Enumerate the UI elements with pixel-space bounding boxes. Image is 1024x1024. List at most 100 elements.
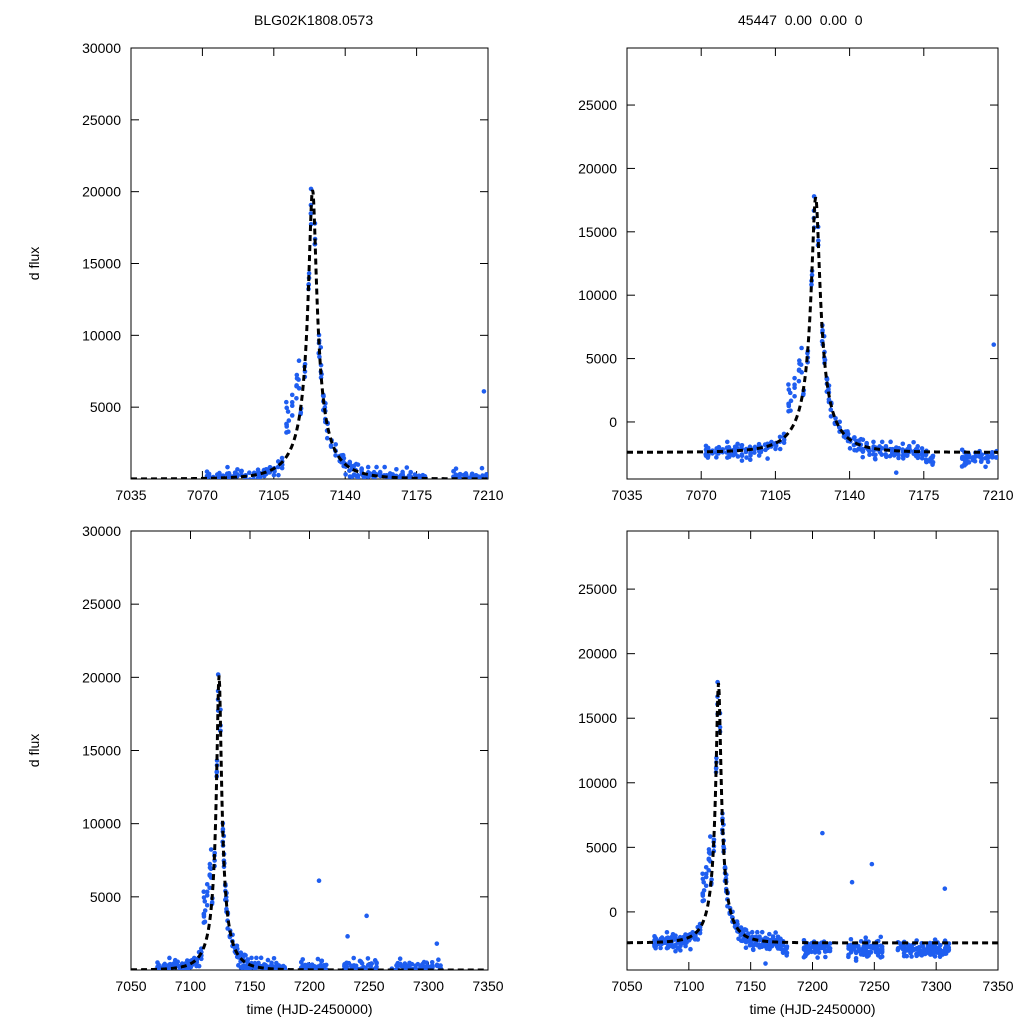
data-point [688, 946, 693, 952]
data-point [906, 445, 912, 451]
data-point [361, 971, 366, 976]
data-point [781, 440, 787, 446]
x-tick-label: 7070 [187, 487, 218, 503]
data-point [792, 393, 797, 399]
data-point [358, 971, 363, 976]
data-point [429, 960, 435, 965]
x-tick-label: 7035 [611, 487, 642, 503]
data-point [235, 467, 240, 472]
data-point [739, 458, 745, 463]
data-point [423, 973, 428, 978]
data-point [343, 472, 348, 477]
data-point [281, 972, 286, 977]
data-point [871, 439, 876, 445]
data-point [286, 429, 291, 434]
data-point [319, 958, 325, 964]
data-point [156, 969, 159, 970]
data-point [798, 362, 804, 367]
data-point [788, 408, 793, 413]
data-point [916, 945, 922, 950]
x-tick-label: 7150 [234, 978, 265, 994]
data-point [777, 446, 783, 452]
data-point [301, 970, 306, 975]
data-point [743, 927, 749, 933]
data-point [883, 452, 888, 457]
data-point [788, 398, 794, 404]
data-point [368, 479, 373, 484]
data-point [701, 898, 707, 903]
data-point [268, 971, 273, 976]
data-point [972, 454, 978, 459]
data-point [416, 973, 421, 978]
data-point [360, 971, 365, 976]
data-point [361, 972, 366, 977]
data-point [289, 399, 295, 405]
x-tick-label: 7105 [760, 487, 791, 503]
data-point [175, 959, 180, 965]
data-point [424, 960, 429, 965]
data-point [258, 972, 263, 977]
data-point [717, 724, 723, 730]
data-point [799, 370, 804, 375]
data-point [374, 479, 379, 484]
data-point [695, 937, 701, 942]
data-point [251, 476, 256, 479]
data-point [266, 972, 271, 977]
data-point [398, 480, 403, 485]
y-tick-label: 5000 [90, 399, 121, 415]
data-point [455, 481, 460, 486]
data-point [713, 766, 719, 771]
data-point [202, 899, 208, 904]
data-point [279, 970, 284, 975]
data-point [879, 954, 885, 959]
y-tick-label: 25000 [578, 581, 617, 597]
outlier-point [345, 934, 350, 939]
data-point [457, 476, 462, 479]
data-point [277, 972, 282, 977]
data-point [455, 485, 460, 490]
data-point [283, 970, 288, 975]
data-point [369, 961, 375, 966]
data-point [175, 970, 180, 975]
outlier-point [387, 472, 393, 477]
data-point [227, 482, 232, 487]
data-point [208, 866, 214, 872]
data-point [296, 386, 302, 391]
data-point [920, 449, 925, 455]
data-point [484, 472, 488, 477]
data-point [155, 972, 160, 977]
data-point [990, 455, 995, 460]
data-point [378, 482, 383, 487]
data-point [856, 943, 861, 949]
data-point [156, 974, 161, 979]
data-point [398, 970, 403, 975]
data-point [216, 473, 222, 479]
data-point [972, 458, 978, 464]
y-tick-label: 0 [609, 414, 617, 430]
data-point [361, 475, 367, 479]
data-point [323, 962, 329, 968]
data-point [767, 931, 772, 937]
y-axis-label: d flux [26, 734, 42, 767]
data-points [155, 672, 444, 980]
data-point [454, 479, 459, 484]
model-curve [627, 682, 998, 945]
data-point [289, 392, 295, 398]
data-point [867, 448, 872, 454]
data-point [252, 967, 258, 970]
data-point [239, 479, 244, 484]
data-point [452, 482, 457, 487]
data-point [455, 479, 460, 484]
data-point [735, 454, 741, 459]
data-point [457, 482, 462, 487]
data-point [822, 357, 828, 363]
data-point [777, 434, 783, 440]
data-point [787, 390, 793, 396]
data-point [349, 973, 354, 978]
data-point [289, 403, 295, 409]
data-point [367, 484, 372, 489]
data-point [413, 481, 418, 486]
data-point [398, 975, 403, 980]
data-point [356, 482, 361, 487]
data-point [284, 405, 290, 411]
